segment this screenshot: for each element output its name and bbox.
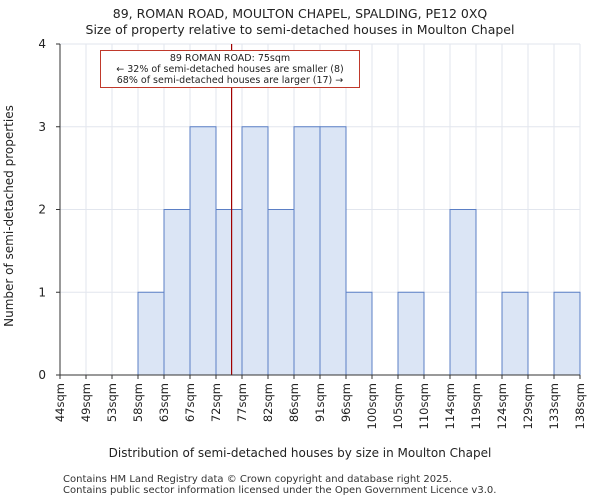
histogram-bar	[319, 126, 347, 376]
annotation-box: 89 ROMAN ROAD: 75sqm ← 32% of semi-detac…	[100, 50, 360, 88]
footer-line-2: Contains public sector information licen…	[63, 485, 497, 496]
x-tick-label: 67sqm	[183, 383, 197, 422]
y-axis-label: Number of semi-detached properties	[2, 105, 16, 327]
histogram-bar	[501, 291, 529, 376]
x-tick-label: 129sqm	[521, 383, 535, 429]
histogram-bar	[345, 291, 373, 376]
annotation-line-3: 68% of semi-detached houses are larger (…	[116, 75, 344, 86]
x-tick-label: 44sqm	[53, 383, 67, 422]
x-tick-label: 100sqm	[365, 383, 379, 429]
histogram-bar	[215, 209, 243, 376]
x-tick-label: 105sqm	[391, 383, 405, 429]
histogram-bar	[397, 291, 425, 376]
bars	[137, 126, 581, 376]
x-tick-label: 53sqm	[105, 383, 119, 422]
histogram-bar	[163, 209, 191, 376]
histogram-bar	[137, 291, 165, 376]
x-tick-label: 96sqm	[339, 383, 353, 422]
x-tick-label: 63sqm	[157, 383, 171, 422]
x-axis-label: Distribution of semi-detached houses by …	[108, 446, 492, 460]
x-tick-label: 110sqm	[417, 383, 431, 429]
x-tick-label: 119sqm	[469, 383, 483, 429]
x-tick-label: 82sqm	[261, 383, 275, 422]
histogram-bar	[553, 291, 581, 376]
chart-subtitle: Size of property relative to semi-detach…	[85, 22, 515, 37]
y-tick-label: 0	[38, 368, 46, 382]
annotation-line-2: ← 32% of semi-detached houses are smalle…	[116, 64, 344, 75]
y-ticks: 0 1 2 3 4	[38, 37, 60, 382]
x-tick-label: 58sqm	[131, 383, 145, 422]
y-tick-label: 1	[38, 285, 46, 299]
histogram-bar	[241, 126, 269, 376]
x-tick-label: 124sqm	[495, 383, 509, 429]
x-tick-label: 77sqm	[235, 383, 249, 422]
x-tick-label: 91sqm	[313, 383, 327, 422]
y-tick-label: 2	[38, 203, 46, 217]
x-tick-label: 133sqm	[547, 383, 561, 429]
x-ticks: 44sqm 49sqm 53sqm 58sqm 63sqm 67sqm 72sqm 77sqm…	[53, 375, 587, 429]
x-tick-label: 138sqm	[573, 383, 587, 429]
histogram-bar	[267, 209, 295, 376]
histogram-bar	[449, 209, 477, 376]
chart-title: 89, ROMAN ROAD, MOULTON CHAPEL, SPALDING…	[112, 6, 488, 21]
x-tick-label: 72sqm	[209, 383, 223, 422]
footer-line-1: Contains HM Land Registry data © Crown c…	[63, 474, 452, 485]
x-tick-label: 49sqm	[79, 383, 93, 422]
x-tick-label: 114sqm	[443, 383, 457, 429]
annotation-line-1: 89 ROMAN ROAD: 75sqm	[169, 53, 291, 64]
histogram-bar	[189, 126, 217, 376]
histogram-bar	[293, 126, 321, 376]
y-tick-label: 3	[38, 120, 46, 134]
y-tick-label: 4	[38, 37, 46, 51]
x-tick-label: 86sqm	[287, 383, 301, 422]
